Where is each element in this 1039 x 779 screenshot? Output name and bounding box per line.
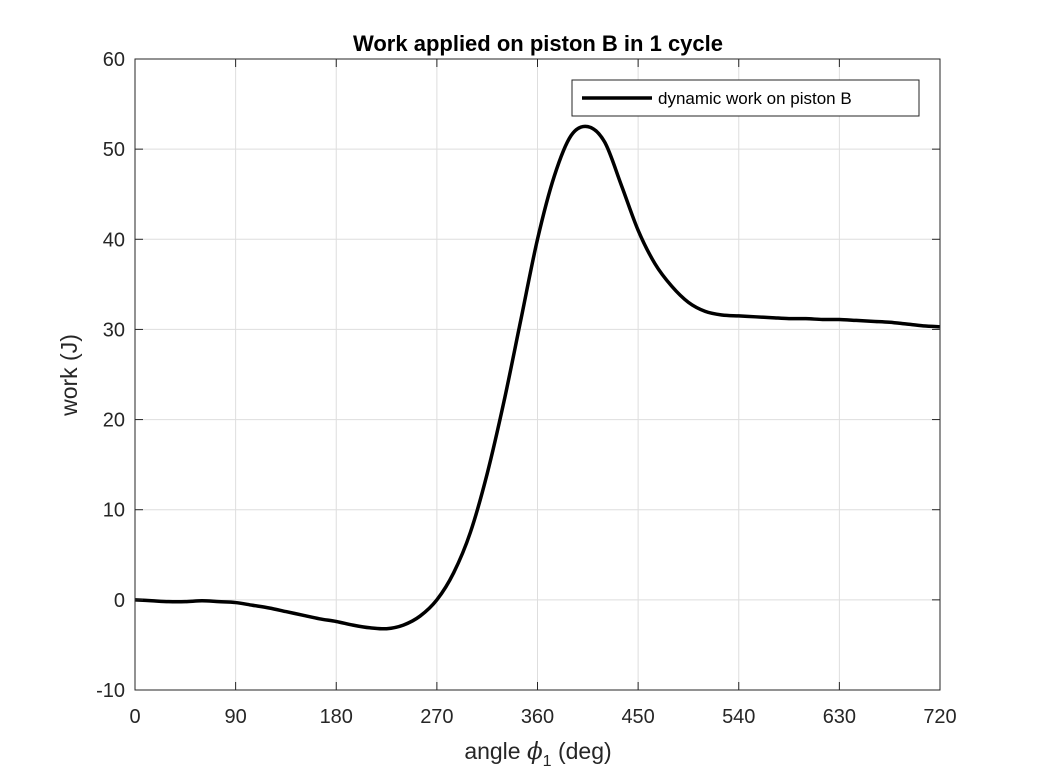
x-axis-label: angle ϕ1 (deg)	[464, 738, 611, 770]
tick-marks	[134, 58, 941, 691]
x-tick-label: 360	[521, 706, 554, 728]
legend-entry-label: dynamic work on piston B	[658, 89, 852, 108]
y-tick-label: 20	[103, 410, 125, 432]
chart-title: Work applied on piston B in 1 cycle	[353, 31, 723, 56]
x-tick-label: 270	[420, 706, 453, 728]
x-tick-label: 180	[320, 706, 353, 728]
legend: dynamic work on piston B	[571, 79, 920, 117]
x-tick-label: 540	[722, 706, 755, 728]
y-tick-label: 10	[103, 500, 125, 522]
x-axis-label-symbol: ϕ	[527, 739, 543, 765]
series-line-dynamic-work	[134, 124, 941, 631]
x-axis-label-suffix: (deg)	[552, 738, 612, 764]
x-tick-label: 720	[923, 706, 956, 728]
x-axis-label-subscript: 1	[543, 753, 552, 770]
series-layer	[134, 124, 941, 631]
x-axis-label-prefix: angle	[464, 738, 527, 764]
y-tick-label: 50	[103, 139, 125, 161]
y-tick-label: 30	[103, 319, 125, 341]
y-tick-label: 40	[103, 229, 125, 251]
y-tick-label: 60	[103, 49, 125, 71]
y-axis-label: work (J)	[56, 334, 82, 417]
y-tick-label: 0	[114, 590, 125, 612]
y-tick-label: -10	[96, 680, 125, 702]
x-tick-label: 450	[621, 706, 654, 728]
x-tick-label: 0	[129, 706, 140, 728]
x-tick-label: 630	[823, 706, 856, 728]
x-tick-label: 90	[225, 706, 247, 728]
